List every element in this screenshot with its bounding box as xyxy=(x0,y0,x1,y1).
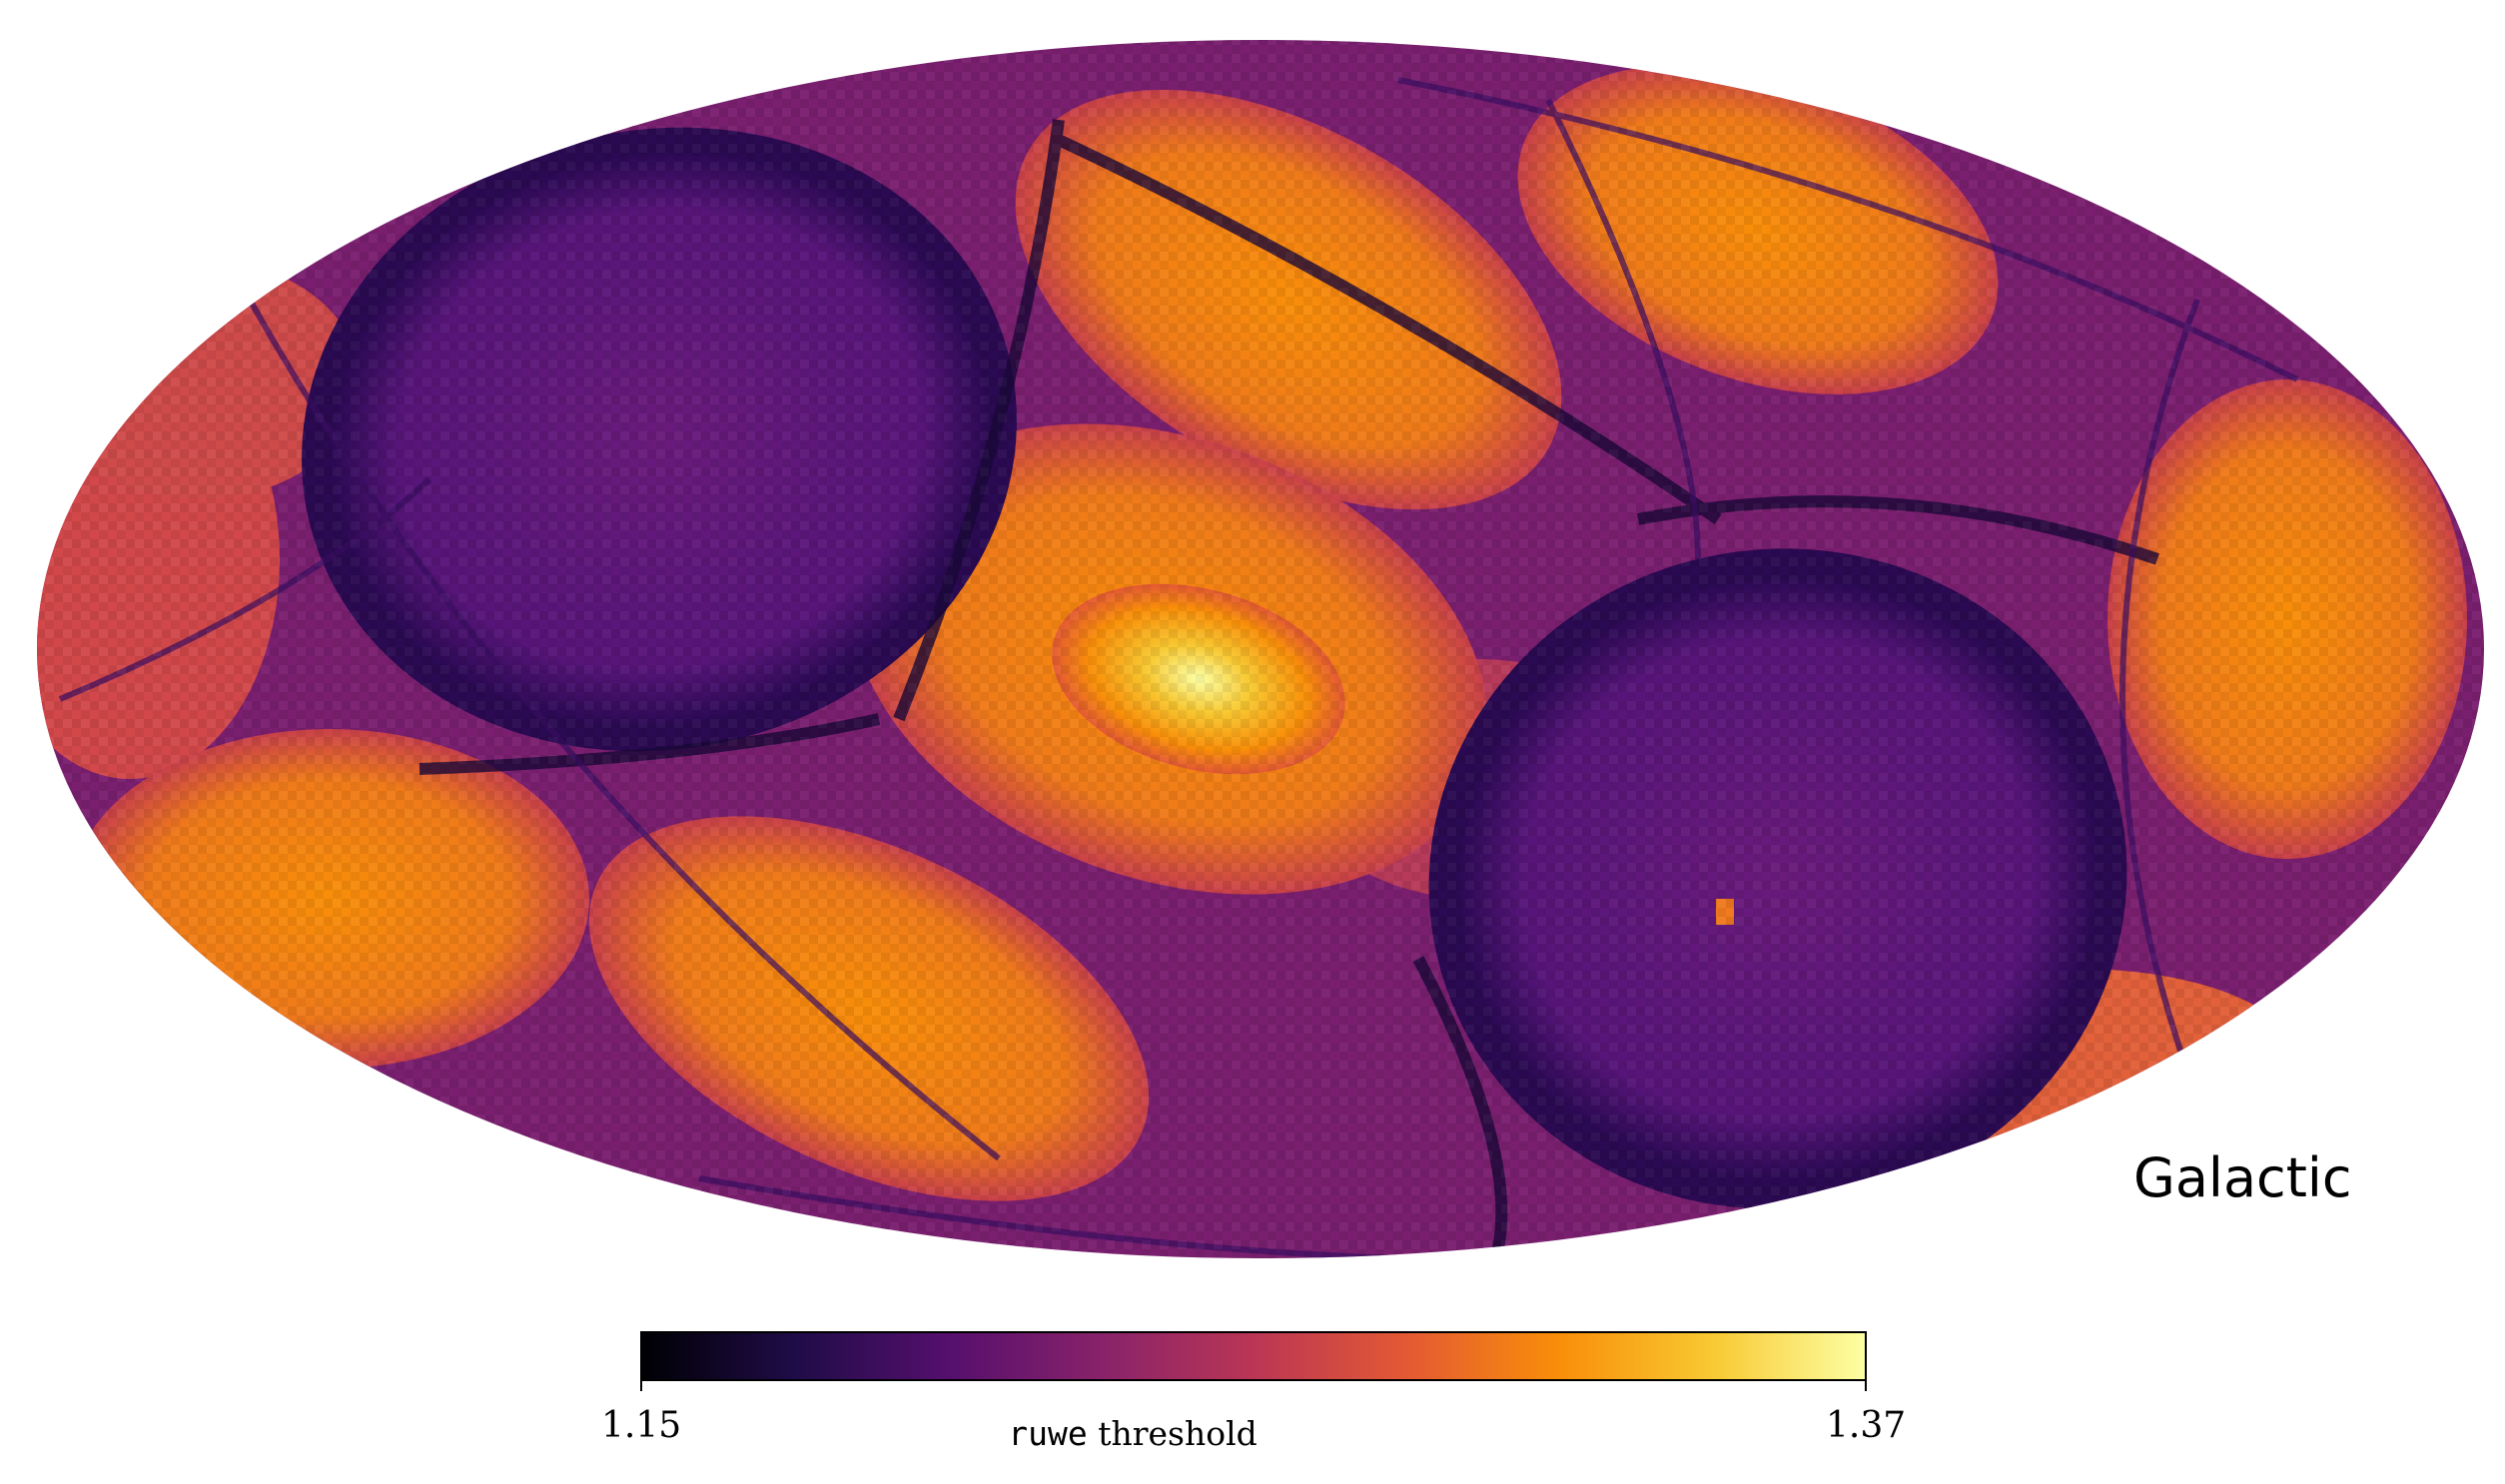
colorbar-max-tick xyxy=(1865,1381,1867,1391)
colorbar-title-code: ruwe xyxy=(1008,1414,1088,1453)
colorbar-min-label: 1.15 xyxy=(601,1405,682,1446)
colorbar xyxy=(640,1331,1867,1381)
colorbar-gradient xyxy=(640,1331,1867,1381)
colorbar-title: ruwe threshold xyxy=(1008,1414,1257,1453)
colorbar-max-label: 1.37 xyxy=(1826,1405,1907,1446)
colorbar-min-tick xyxy=(640,1381,642,1391)
coordinate-system-label: Galactic xyxy=(2133,1146,2352,1209)
colorbar-title-text: threshold xyxy=(1087,1414,1257,1453)
